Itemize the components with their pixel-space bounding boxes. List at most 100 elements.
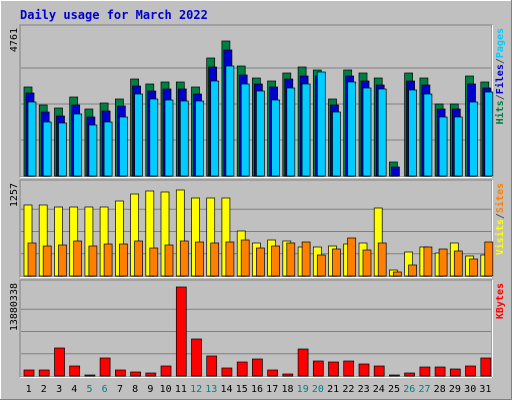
x-tick-label-2: 2 xyxy=(41,384,47,395)
x-tick-label-3: 3 xyxy=(56,384,62,395)
bar-sites-8 xyxy=(134,240,143,277)
bar-kbytes-17 xyxy=(267,369,278,377)
x-tick-label-14: 14 xyxy=(220,384,232,395)
bar-sites-20 xyxy=(316,254,326,277)
bar-pages-5 xyxy=(88,124,98,177)
bar-pages-4 xyxy=(73,113,83,177)
bar-kbytes-10 xyxy=(160,365,172,377)
bar-pages-17 xyxy=(271,99,280,177)
legend-entry: Files xyxy=(494,64,506,94)
bar-kbytes-29 xyxy=(449,368,461,377)
legend-entry: Pages xyxy=(495,28,506,58)
bar-sites-5 xyxy=(88,245,98,277)
bar-pages-1 xyxy=(27,101,37,177)
chart-panel-1: 4761 Hits/Files/Pages xyxy=(9,24,506,178)
bar-pages-22 xyxy=(347,81,357,177)
x-tick-label-26: 26 xyxy=(403,384,415,395)
y-tick-max: 4761 xyxy=(9,28,20,52)
x-tick-label-4: 4 xyxy=(71,384,77,395)
bar-kbytes-5 xyxy=(84,374,96,377)
bar-pages-11 xyxy=(179,100,189,177)
x-tick-label-11: 11 xyxy=(175,384,187,395)
bar-kbytes-2 xyxy=(38,369,50,377)
bar-kbytes-22 xyxy=(343,360,355,377)
bar-kbytes-30 xyxy=(465,365,476,377)
legend-entry: KBytes xyxy=(495,283,506,319)
bar-sites-6 xyxy=(103,243,113,277)
bar-sites-13 xyxy=(210,242,220,277)
bar-pages-10 xyxy=(164,99,174,177)
bar-pages-21 xyxy=(332,111,341,177)
bar-pages-15 xyxy=(240,83,250,177)
x-tick-label-28: 28 xyxy=(434,384,446,395)
x-tick-label-8: 8 xyxy=(132,384,138,395)
y-tick-max: 1257 xyxy=(9,183,20,207)
bar-kbytes-1 xyxy=(23,369,35,377)
x-tick-label-29: 29 xyxy=(449,384,461,395)
bar-pages-6 xyxy=(103,121,113,177)
bar-sites-29 xyxy=(453,250,463,277)
legend-panel-2: Visits/Sites xyxy=(494,183,506,255)
x-tick-label-5: 5 xyxy=(86,384,92,395)
bar-sites-12 xyxy=(195,241,204,277)
x-tick-label-7: 7 xyxy=(117,384,123,395)
bar-pages-8 xyxy=(134,93,143,177)
bar-pages-13 xyxy=(210,80,220,177)
legend-entry: Hits xyxy=(494,100,506,124)
bar-sites-19 xyxy=(301,241,311,277)
bar-sites-30 xyxy=(469,258,478,277)
x-axis-labels: 1 2 3 4 5 6 7 8 9 10 11 12 13 14 15 16 17 18 19 20 21 22 23 24 2… xyxy=(26,384,492,395)
x-tick-label-21: 21 xyxy=(327,384,339,395)
bar-kbytes-14 xyxy=(221,367,233,377)
x-tick-label-16: 16 xyxy=(251,384,263,395)
bar-pages-2 xyxy=(42,121,52,177)
x-tick-label-12: 12 xyxy=(190,384,202,395)
x-tick-label-15: 15 xyxy=(236,384,248,395)
bar-sites-7 xyxy=(119,243,128,277)
bar-sites-3 xyxy=(58,244,67,277)
bar-kbytes-27 xyxy=(419,366,431,377)
x-tick-label-10: 10 xyxy=(160,384,172,395)
bar-kbytes-20 xyxy=(312,360,324,377)
bar-kbytes-26 xyxy=(404,372,415,377)
bar-sites-9 xyxy=(149,247,159,277)
bar-sites-18 xyxy=(286,242,296,277)
bar-sites-14 xyxy=(225,241,235,277)
bar-pages-18 xyxy=(286,87,296,177)
bar-pages-29 xyxy=(453,116,463,177)
x-tick-label-24: 24 xyxy=(373,384,385,395)
bar-pages-16 xyxy=(256,90,265,177)
legend-entry: / xyxy=(495,213,506,219)
x-tick-label-6: 6 xyxy=(102,384,108,395)
bar-kbytes-13 xyxy=(206,355,218,377)
x-tick-label-13: 13 xyxy=(205,384,217,395)
bar-sites-4 xyxy=(73,240,83,277)
bar-pages-28 xyxy=(438,116,448,177)
bar-pages-30 xyxy=(469,101,478,177)
bar-sites-25 xyxy=(393,271,402,277)
bar-kbytes-21 xyxy=(328,361,339,377)
bar-pages-26 xyxy=(408,89,417,177)
bar-kbytes-31 xyxy=(480,357,492,377)
y-tick-max: 13880338 xyxy=(9,283,20,331)
bar-sites-2 xyxy=(42,245,52,277)
x-tick-label-30: 30 xyxy=(464,384,476,395)
bar-pages-27 xyxy=(423,93,433,177)
x-tick-label-25: 25 xyxy=(388,384,400,395)
legend-panel-1: Hits/Files/Pages xyxy=(494,28,506,124)
bar-kbytes-11 xyxy=(175,286,187,377)
bar-pages-14 xyxy=(225,65,235,177)
bar-pages-31 xyxy=(484,91,494,177)
x-tick-label-20: 20 xyxy=(312,384,324,395)
bar-pages-3 xyxy=(58,122,67,177)
bar-kbytes-23 xyxy=(358,363,370,377)
legend-panel-3: KBytes xyxy=(495,283,506,319)
bar-pages-24 xyxy=(377,88,387,177)
chart-panel-2: 1257 Visits/Sites xyxy=(9,179,506,278)
legend-entry: Visits xyxy=(494,219,506,255)
bar-kbytes-4 xyxy=(69,365,81,377)
bar-pages-19 xyxy=(301,83,311,177)
bar-kbytes-3 xyxy=(54,347,65,377)
bar-kbytes-24 xyxy=(373,365,385,377)
